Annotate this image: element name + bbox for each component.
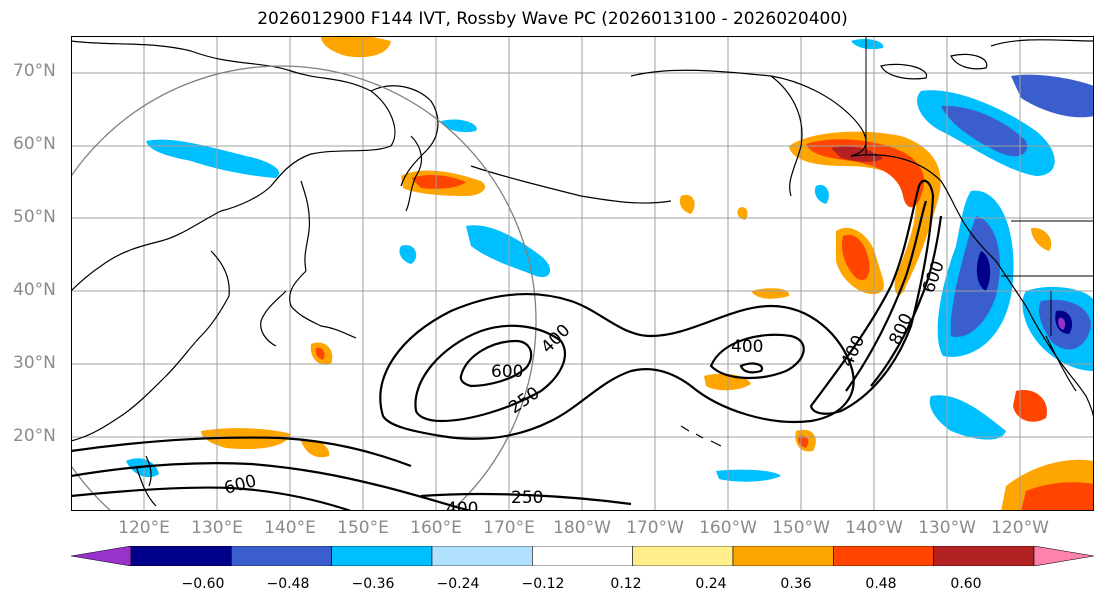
- colorbar-segment: [933, 546, 1035, 566]
- colorbar-tick: 0.48: [865, 576, 897, 592]
- lon-label: 180°W: [553, 518, 611, 538]
- colorbar-segment: [632, 546, 734, 566]
- graticule: [71, 36, 1094, 511]
- borders: [865, 36, 1094, 336]
- colorbar-tick: 0.24: [695, 576, 727, 592]
- colorbar-segment: [331, 546, 433, 566]
- coastlines: [71, 39, 1094, 507]
- colorbar-segment: [431, 546, 533, 566]
- colorbar-tick: −0.36: [351, 576, 395, 592]
- colorbar: [71, 546, 1094, 566]
- colorbar-tick: −0.24: [436, 576, 480, 592]
- lat-label: 60°N: [13, 134, 56, 154]
- contour-label: 600: [491, 362, 523, 382]
- map-title: 2026012900 F144 IVT, Rossby Wave PC (202…: [257, 9, 848, 29]
- lon-label: 130°E: [191, 518, 243, 538]
- lon-label: 170°E: [483, 518, 535, 538]
- contour-label: 250: [511, 488, 543, 508]
- lon-label: 170°W: [626, 518, 684, 538]
- map-plot: 600 400 250 400 600 800 400 250 400 600: [71, 36, 1094, 511]
- map-frame: [71, 36, 1094, 511]
- colorbar-tick: −0.48: [266, 576, 310, 592]
- contour-label-group: 600 400 250 400 600 800 400 250 400 600: [222, 258, 949, 511]
- colorbar-segment: [732, 546, 834, 566]
- ivt-contours: [71, 179, 943, 511]
- colorbar-segment: [231, 546, 332, 566]
- anomaly-shading: [126, 36, 1094, 511]
- lon-label: 120°W: [991, 518, 1049, 538]
- colorbar-segment: [130, 546, 232, 566]
- map-svg: 600 400 250 400 600 800 400 250 400 600: [71, 36, 1094, 511]
- lon-label: 140°W: [845, 518, 903, 538]
- lon-label: 140°E: [264, 518, 316, 538]
- lon-label: 130°W: [918, 518, 976, 538]
- contour-label: 400: [731, 337, 763, 357]
- colorbar-tick: −0.60: [181, 576, 225, 592]
- colorbar-tick: 0.60: [950, 576, 982, 592]
- lon-label: 160°W: [699, 518, 757, 538]
- colorbar-extend-min: [71, 546, 132, 566]
- colorbar-extend-max: [1033, 546, 1094, 566]
- lat-label: 50°N: [13, 207, 56, 227]
- colorbar-tick: 0.12: [610, 576, 642, 592]
- lon-label: 120°E: [118, 518, 170, 538]
- colorbar-segment: [532, 546, 633, 566]
- lat-label: 30°N: [13, 353, 56, 373]
- contour-label: 400: [446, 499, 478, 511]
- colorbar-tick: −0.12: [521, 576, 565, 592]
- lat-label: 20°N: [13, 426, 56, 446]
- lat-label: 70°N: [13, 61, 56, 81]
- lon-label: 150°E: [337, 518, 389, 538]
- lon-label: 160°E: [410, 518, 462, 538]
- lat-label: 40°N: [13, 280, 56, 300]
- lon-label: 150°W: [772, 518, 830, 538]
- colorbar-tick: 0.36: [780, 576, 812, 592]
- range-circle: [71, 65, 537, 511]
- colorbar-segment: [833, 546, 934, 566]
